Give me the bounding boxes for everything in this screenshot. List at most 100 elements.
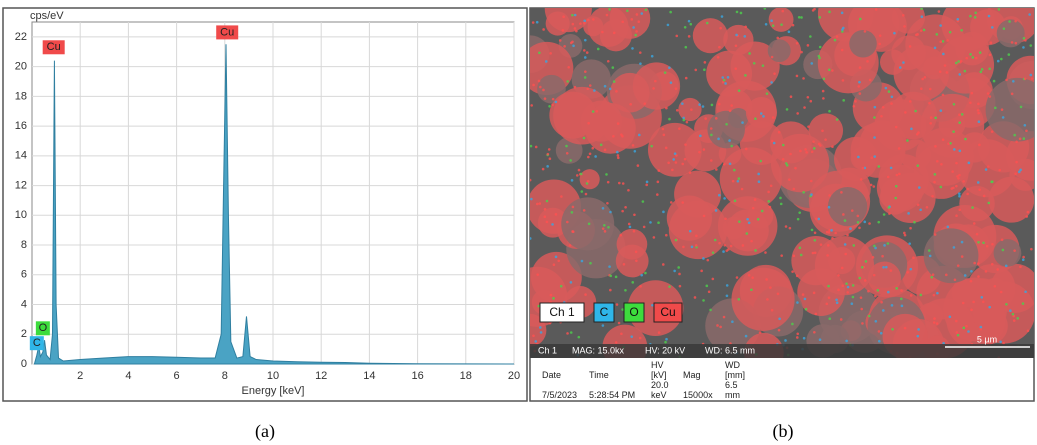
element-dot xyxy=(795,41,799,45)
particle xyxy=(731,267,795,331)
element-dot xyxy=(713,238,717,242)
element-dot xyxy=(571,230,575,233)
meta-cell: 7/5/2023 xyxy=(542,390,578,400)
element-dot xyxy=(987,165,990,168)
element-dot xyxy=(939,40,943,43)
element-dot xyxy=(718,241,721,245)
element-dot xyxy=(644,8,648,12)
element-dot xyxy=(1021,258,1025,262)
element-dot xyxy=(828,229,831,232)
particle xyxy=(723,24,754,56)
element-dot xyxy=(728,109,732,113)
element-dot xyxy=(944,273,948,277)
element-dot xyxy=(723,243,727,247)
element-dot xyxy=(927,249,931,252)
element-dot xyxy=(699,134,702,138)
element-dot xyxy=(554,255,558,259)
peak-label: O xyxy=(39,322,48,334)
element-dot xyxy=(766,298,769,301)
element-dot xyxy=(869,183,873,187)
y-tick-label: 0 xyxy=(21,358,27,370)
element-dot xyxy=(1004,264,1008,268)
element-dot xyxy=(813,330,816,334)
element-dot xyxy=(872,185,876,188)
element-dot xyxy=(884,86,888,90)
element-dot xyxy=(684,45,688,49)
element-dot xyxy=(663,71,667,74)
x-tick-label: 20 xyxy=(508,370,520,382)
element-dot xyxy=(894,184,898,188)
element-dot xyxy=(674,161,678,164)
element-dot xyxy=(858,80,861,84)
element-dot xyxy=(837,288,840,292)
element-dot xyxy=(880,114,883,118)
element-dot xyxy=(780,23,783,26)
element-dot xyxy=(601,227,605,230)
element-dot xyxy=(534,145,538,149)
element-dot xyxy=(972,300,975,304)
element-dot xyxy=(1014,19,1017,23)
element-dot xyxy=(650,54,654,58)
element-dot xyxy=(545,199,549,203)
element-dot xyxy=(879,331,883,335)
element-dot xyxy=(952,130,955,133)
element-dot xyxy=(963,69,967,73)
element-dot xyxy=(873,244,876,248)
element-dot xyxy=(798,246,802,250)
element-dot xyxy=(603,148,607,152)
element-dot xyxy=(922,28,926,32)
element-dot xyxy=(668,285,671,288)
element-dot xyxy=(894,125,898,129)
element-dot xyxy=(582,21,586,25)
element-dot xyxy=(810,62,814,65)
element-dot xyxy=(958,113,961,117)
element-dot xyxy=(920,15,924,19)
element-dot xyxy=(561,29,565,32)
element-dot xyxy=(969,14,972,18)
element-dot xyxy=(719,325,722,329)
element-dot xyxy=(635,13,639,16)
element-dot xyxy=(908,45,912,48)
element-dot xyxy=(833,38,837,42)
element-dot xyxy=(858,226,861,230)
element-dot xyxy=(987,201,991,205)
element-dot xyxy=(738,220,741,223)
element-dot xyxy=(601,206,605,210)
element-dot xyxy=(531,21,535,24)
element-dot xyxy=(796,112,799,115)
element-dot xyxy=(972,222,976,225)
element-dot xyxy=(709,159,713,162)
element-dot xyxy=(845,339,848,343)
x-tick-label: 18 xyxy=(460,370,472,382)
element-dot xyxy=(1012,79,1015,83)
element-dot xyxy=(809,99,813,103)
element-dot xyxy=(796,332,800,336)
element-dot xyxy=(874,246,877,250)
particle xyxy=(913,143,969,199)
particle xyxy=(545,11,570,36)
element-dot xyxy=(566,332,569,335)
element-dot xyxy=(827,205,831,209)
element-dot xyxy=(1018,137,1022,141)
element-dot xyxy=(810,228,814,232)
element-dot xyxy=(807,125,810,128)
element-dot xyxy=(630,18,634,21)
element-dot xyxy=(979,327,983,331)
element-dot xyxy=(977,120,981,124)
element-dot xyxy=(634,250,638,254)
element-dot xyxy=(678,284,682,288)
element-dot xyxy=(643,102,647,105)
element-dot xyxy=(921,77,924,81)
element-dot xyxy=(770,81,773,84)
meta-cell: WD [mm] xyxy=(725,360,746,380)
element-dot xyxy=(746,217,749,221)
element-dot xyxy=(617,181,621,185)
element-dot xyxy=(627,188,630,192)
element-dot xyxy=(822,97,825,100)
element-dot xyxy=(867,314,871,318)
y-tick-label: 8 xyxy=(21,239,27,251)
element-dot xyxy=(760,209,764,213)
element-dot xyxy=(656,193,659,196)
element-dot xyxy=(587,18,590,22)
element-dot xyxy=(806,44,810,47)
